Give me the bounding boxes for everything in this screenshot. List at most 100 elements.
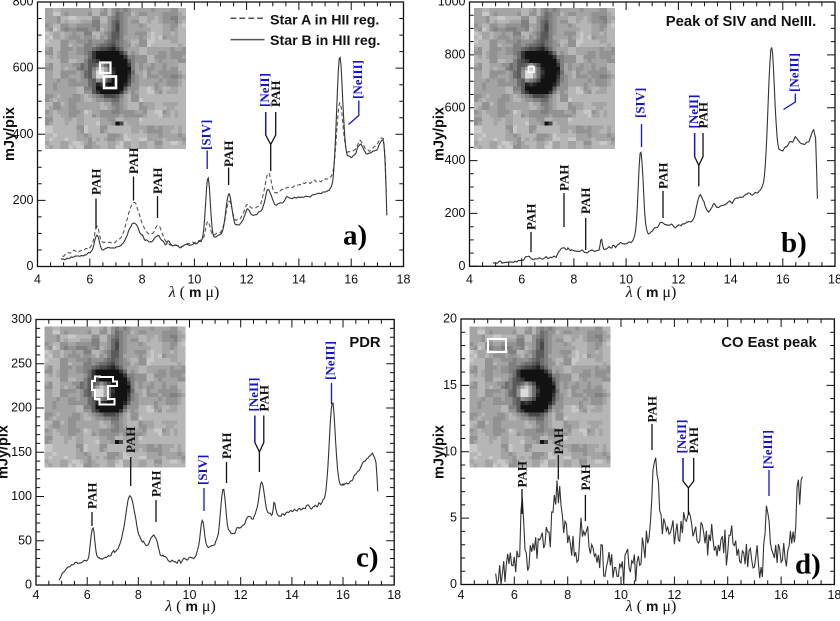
svg-text:16: 16	[336, 588, 350, 602]
svg-text:10: 10	[183, 588, 197, 602]
svg-text:PAH: PAH	[150, 168, 165, 194]
svg-text:600: 600	[445, 100, 466, 114]
svg-text:mJy/pix: mJy/pix	[0, 425, 12, 479]
svg-text:mJy/pix: mJy/pix	[432, 425, 448, 479]
svg-text:[NeII]: [NeII]	[674, 420, 689, 454]
svg-text:400: 400	[445, 153, 466, 167]
svg-text:50: 50	[18, 533, 32, 547]
svg-text:800: 800	[13, 0, 34, 9]
svg-text:λ ( m μ): λ ( m μ)	[168, 284, 220, 301]
svg-text:14: 14	[285, 588, 299, 602]
svg-text:10: 10	[619, 273, 633, 287]
svg-text:CO East peak: CO East peak	[721, 335, 817, 351]
svg-text:150: 150	[11, 445, 32, 459]
svg-text:PDR: PDR	[349, 335, 381, 351]
svg-text:250: 250	[11, 356, 32, 370]
svg-text:6: 6	[518, 273, 525, 287]
svg-text:16: 16	[344, 273, 358, 287]
svg-text:10: 10	[443, 444, 457, 458]
svg-text:8: 8	[135, 588, 142, 602]
svg-text:PAH: PAH	[578, 188, 593, 214]
svg-text:0: 0	[25, 578, 32, 592]
svg-text:PAH: PAH	[645, 396, 660, 422]
svg-text:PAH: PAH	[696, 102, 711, 128]
svg-text:[NeII]: [NeII]	[246, 378, 261, 412]
svg-text:[NeIII]: [NeIII]	[350, 60, 365, 99]
svg-text:200: 200	[13, 193, 34, 207]
svg-text:18: 18	[387, 588, 401, 602]
svg-text:a): a)	[343, 220, 367, 252]
svg-text:200: 200	[11, 401, 32, 415]
svg-text:[NeII]: [NeII]	[257, 73, 272, 107]
svg-text:8: 8	[570, 273, 577, 287]
svg-text:b): b)	[781, 227, 807, 259]
svg-text:12: 12	[671, 273, 685, 287]
svg-text:4: 4	[34, 273, 41, 287]
svg-text:600: 600	[13, 61, 34, 75]
svg-text:PAH: PAH	[524, 204, 539, 230]
svg-text:18: 18	[827, 588, 840, 602]
svg-text:Star B in HII reg.: Star B in HII reg.	[270, 33, 380, 49]
svg-text:4: 4	[33, 588, 40, 602]
svg-text:14: 14	[724, 273, 738, 287]
svg-text:[NeIII]: [NeIII]	[787, 53, 802, 92]
svg-text:PAH: PAH	[515, 461, 530, 487]
svg-text:λ ( m μ): λ ( m μ)	[625, 284, 677, 301]
svg-text:100: 100	[11, 489, 32, 503]
svg-text:8: 8	[564, 588, 571, 602]
svg-text:Peak of SIV and NeIII.: Peak of SIV and NeIII.	[666, 14, 816, 30]
svg-text:10: 10	[614, 588, 628, 602]
svg-text:PAH: PAH	[85, 483, 100, 509]
svg-text:6: 6	[511, 588, 518, 602]
svg-text:12: 12	[240, 273, 254, 287]
svg-text:PAH: PAH	[221, 141, 236, 167]
svg-text:200: 200	[445, 206, 466, 220]
svg-text:PAH: PAH	[686, 427, 701, 453]
svg-text:[NeIII]: [NeIII]	[760, 430, 775, 469]
svg-text:4: 4	[466, 273, 473, 287]
svg-text:18: 18	[397, 273, 411, 287]
svg-text:PAH: PAH	[219, 433, 234, 459]
svg-text:6: 6	[86, 273, 93, 287]
svg-text:0: 0	[450, 577, 457, 591]
svg-text:8: 8	[139, 273, 146, 287]
svg-text:PAH: PAH	[149, 471, 164, 497]
svg-text:mJy/pix: mJy/pix	[2, 107, 18, 161]
svg-text:0: 0	[459, 259, 466, 273]
svg-text:1000: 1000	[438, 0, 466, 9]
svg-text:14: 14	[292, 273, 306, 287]
svg-text:20: 20	[443, 312, 457, 326]
svg-text:12: 12	[234, 588, 248, 602]
svg-text:PAH: PAH	[256, 385, 271, 411]
svg-text:PAH: PAH	[656, 163, 671, 189]
svg-text:[NeIII]: [NeIII]	[323, 341, 338, 380]
svg-text:d): d)	[795, 549, 821, 581]
svg-text:mJy/pix: mJy/pix	[432, 107, 448, 161]
svg-text:0: 0	[27, 259, 34, 273]
svg-text:400: 400	[13, 127, 34, 141]
svg-text:PAH: PAH	[551, 428, 566, 454]
svg-text:λ ( m μ): λ ( m μ)	[625, 598, 677, 615]
svg-text:λ ( m μ): λ ( m μ)	[164, 598, 216, 615]
svg-text:15: 15	[443, 378, 457, 392]
svg-text:[NeII]: [NeII]	[686, 95, 701, 129]
svg-text:300: 300	[11, 312, 32, 326]
svg-text:10: 10	[187, 273, 201, 287]
svg-text:PAH: PAH	[126, 148, 141, 174]
svg-text:PAH: PAH	[578, 464, 593, 490]
svg-text:4: 4	[458, 588, 465, 602]
svg-text:PAH: PAH	[89, 169, 104, 195]
svg-text:PAH: PAH	[268, 81, 283, 107]
svg-text:14: 14	[721, 588, 735, 602]
svg-text:[SIV]: [SIV]	[195, 455, 210, 485]
svg-text:16: 16	[776, 273, 790, 287]
svg-text:[SIV]: [SIV]	[633, 88, 648, 118]
svg-text:800: 800	[445, 48, 466, 62]
svg-text:16: 16	[774, 588, 788, 602]
svg-text:PAH: PAH	[557, 165, 572, 191]
svg-text:c): c)	[356, 542, 379, 574]
svg-text:Star A in HII reg.: Star A in HII reg.	[270, 13, 379, 29]
svg-text:5: 5	[450, 511, 457, 525]
svg-text:[SIV]: [SIV]	[198, 120, 213, 150]
svg-text:PAH: PAH	[123, 427, 138, 453]
